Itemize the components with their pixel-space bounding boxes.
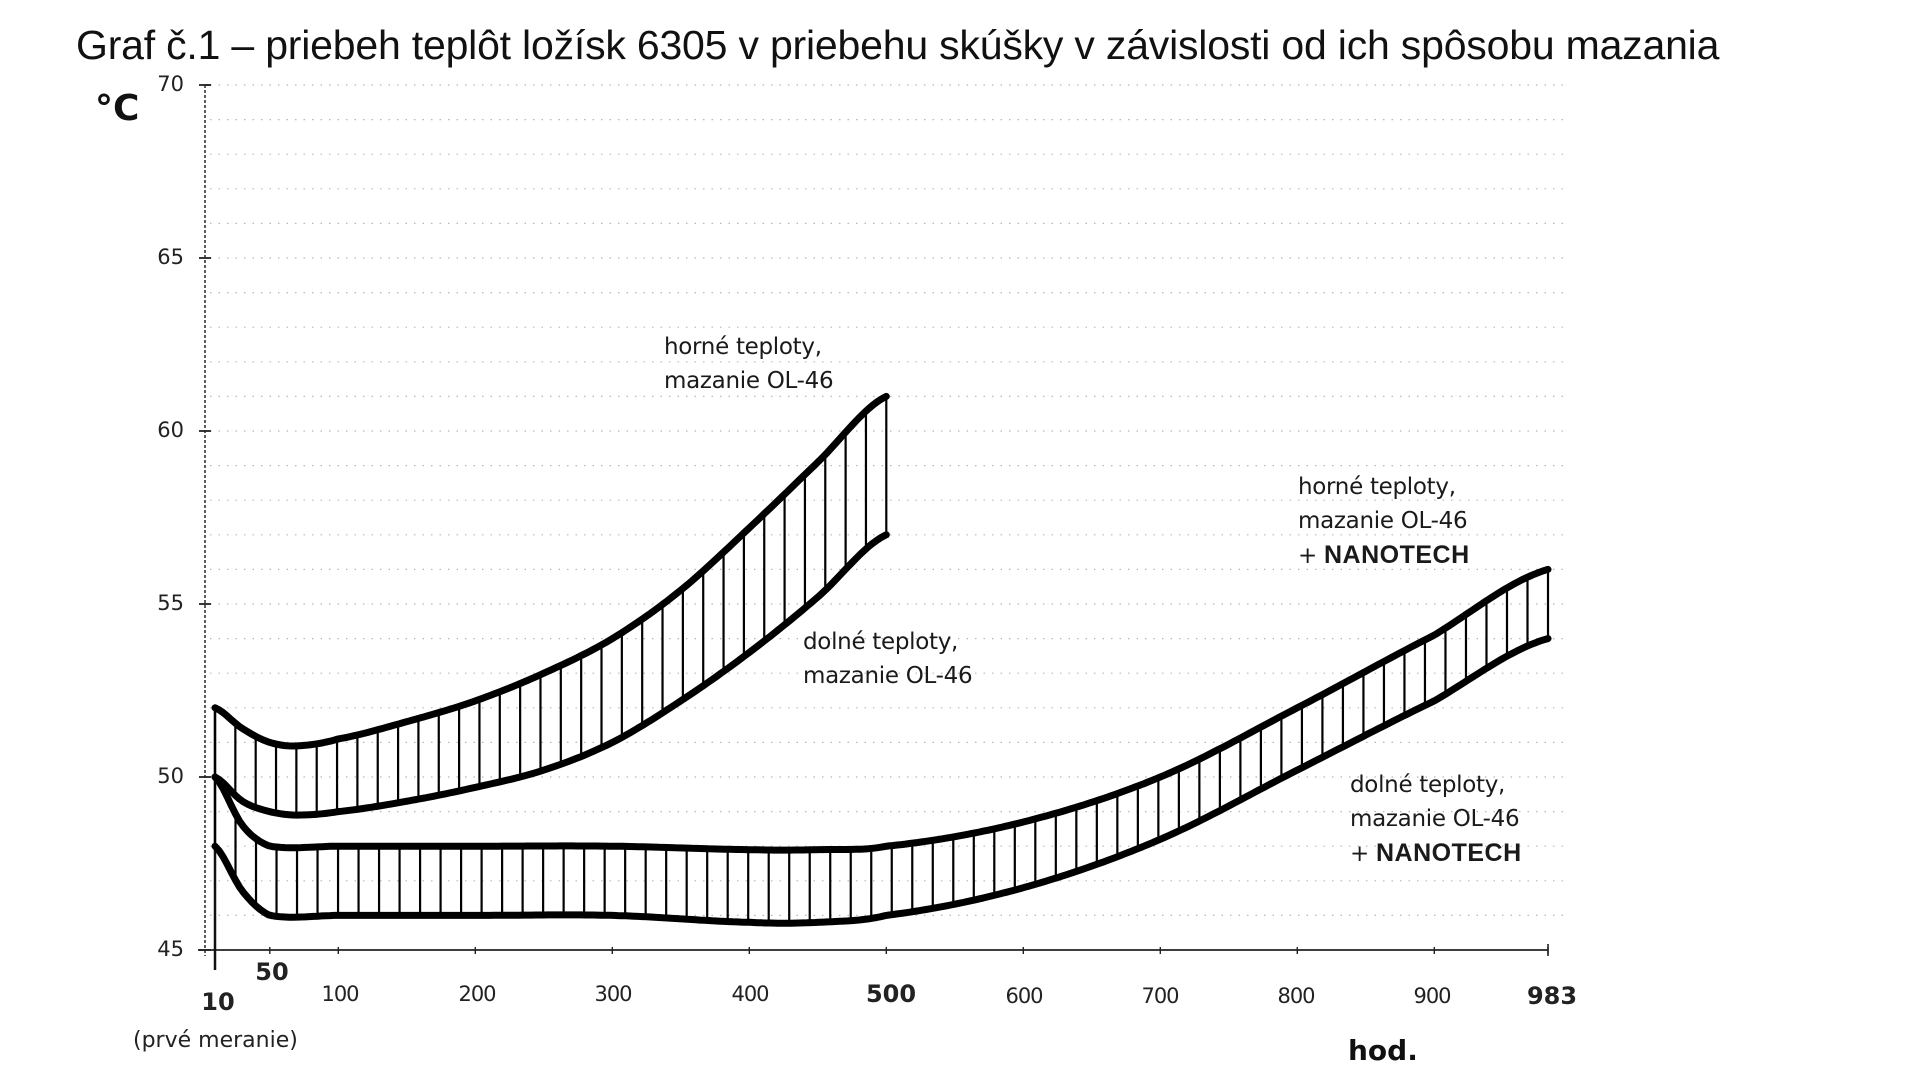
y-tick-70: 70 (157, 72, 184, 96)
annotation-ol-lower: dolné teploty, mazanie OL-46 (803, 625, 973, 693)
annotation-line: dolné teploty, (803, 629, 959, 655)
y-tick-50: 50 (157, 764, 184, 788)
annotation-line: horné teploty, (1298, 474, 1456, 500)
plus-sign: + (1350, 841, 1369, 867)
curve-nanotech-upper (211, 565, 1552, 854)
x-tick-983: 983 (1526, 982, 1578, 1010)
y-tick-45: 45 (157, 937, 184, 961)
curve-ol46-upper (211, 392, 890, 750)
x-tick-50: 50 (255, 958, 289, 986)
annotation-line: + NANOTECH (1350, 836, 1522, 871)
annotation-nano-upper: horné teploty, mazanie OL-46 + NANOTECH (1298, 470, 1470, 573)
plus-sign: + (1298, 543, 1317, 569)
annotation-line: mazanie OL-46 (1350, 806, 1520, 832)
x-tick-900: 900 (1413, 984, 1451, 1008)
annotation-line: horné teploty, (664, 334, 822, 360)
x-tick-500: 500 (865, 980, 917, 1008)
annotation-line: dolné teploty, (1350, 772, 1506, 798)
x-tick-600: 600 (1005, 984, 1043, 1008)
nanotech-label: NANOTECH (1376, 839, 1522, 867)
y-tick-55: 55 (157, 591, 184, 615)
annotation-line: mazanie OL-46 (1298, 508, 1468, 534)
annotation-line: + NANOTECH (1298, 538, 1470, 573)
x-axis-label: hod. (1348, 1034, 1418, 1067)
curve-nanotech-lower (211, 635, 1552, 927)
x-tick-10: 10 (201, 988, 235, 1016)
x-tick-400: 400 (731, 982, 769, 1006)
y-tick-60: 60 (157, 418, 184, 442)
y-axis-unit: °C (95, 88, 140, 129)
first-measurement-note: (prvé meranie) (133, 1028, 298, 1053)
annotation-line: mazanie OL-46 (803, 663, 973, 689)
x-tick-200: 200 (458, 982, 496, 1006)
y-tick-65: 65 (157, 245, 184, 269)
x-tick-300: 300 (594, 982, 632, 1006)
x-tick-800: 800 (1277, 984, 1315, 1008)
annotation-ol-upper: horné teploty, mazanie OL-46 (664, 330, 834, 398)
annotation-line: mazanie OL-46 (664, 368, 834, 394)
x-tick-700: 700 (1141, 984, 1179, 1008)
annotation-nano-lower: dolné teploty, mazanie OL-46 + NANOTECH (1350, 768, 1522, 871)
x-tick-100: 100 (321, 982, 359, 1006)
nanotech-label: NANOTECH (1324, 541, 1470, 569)
chart-title: Graf č.1 – priebeh teplôt ložísk 6305 v … (76, 22, 1720, 68)
curve-ol46-lower (211, 531, 890, 819)
